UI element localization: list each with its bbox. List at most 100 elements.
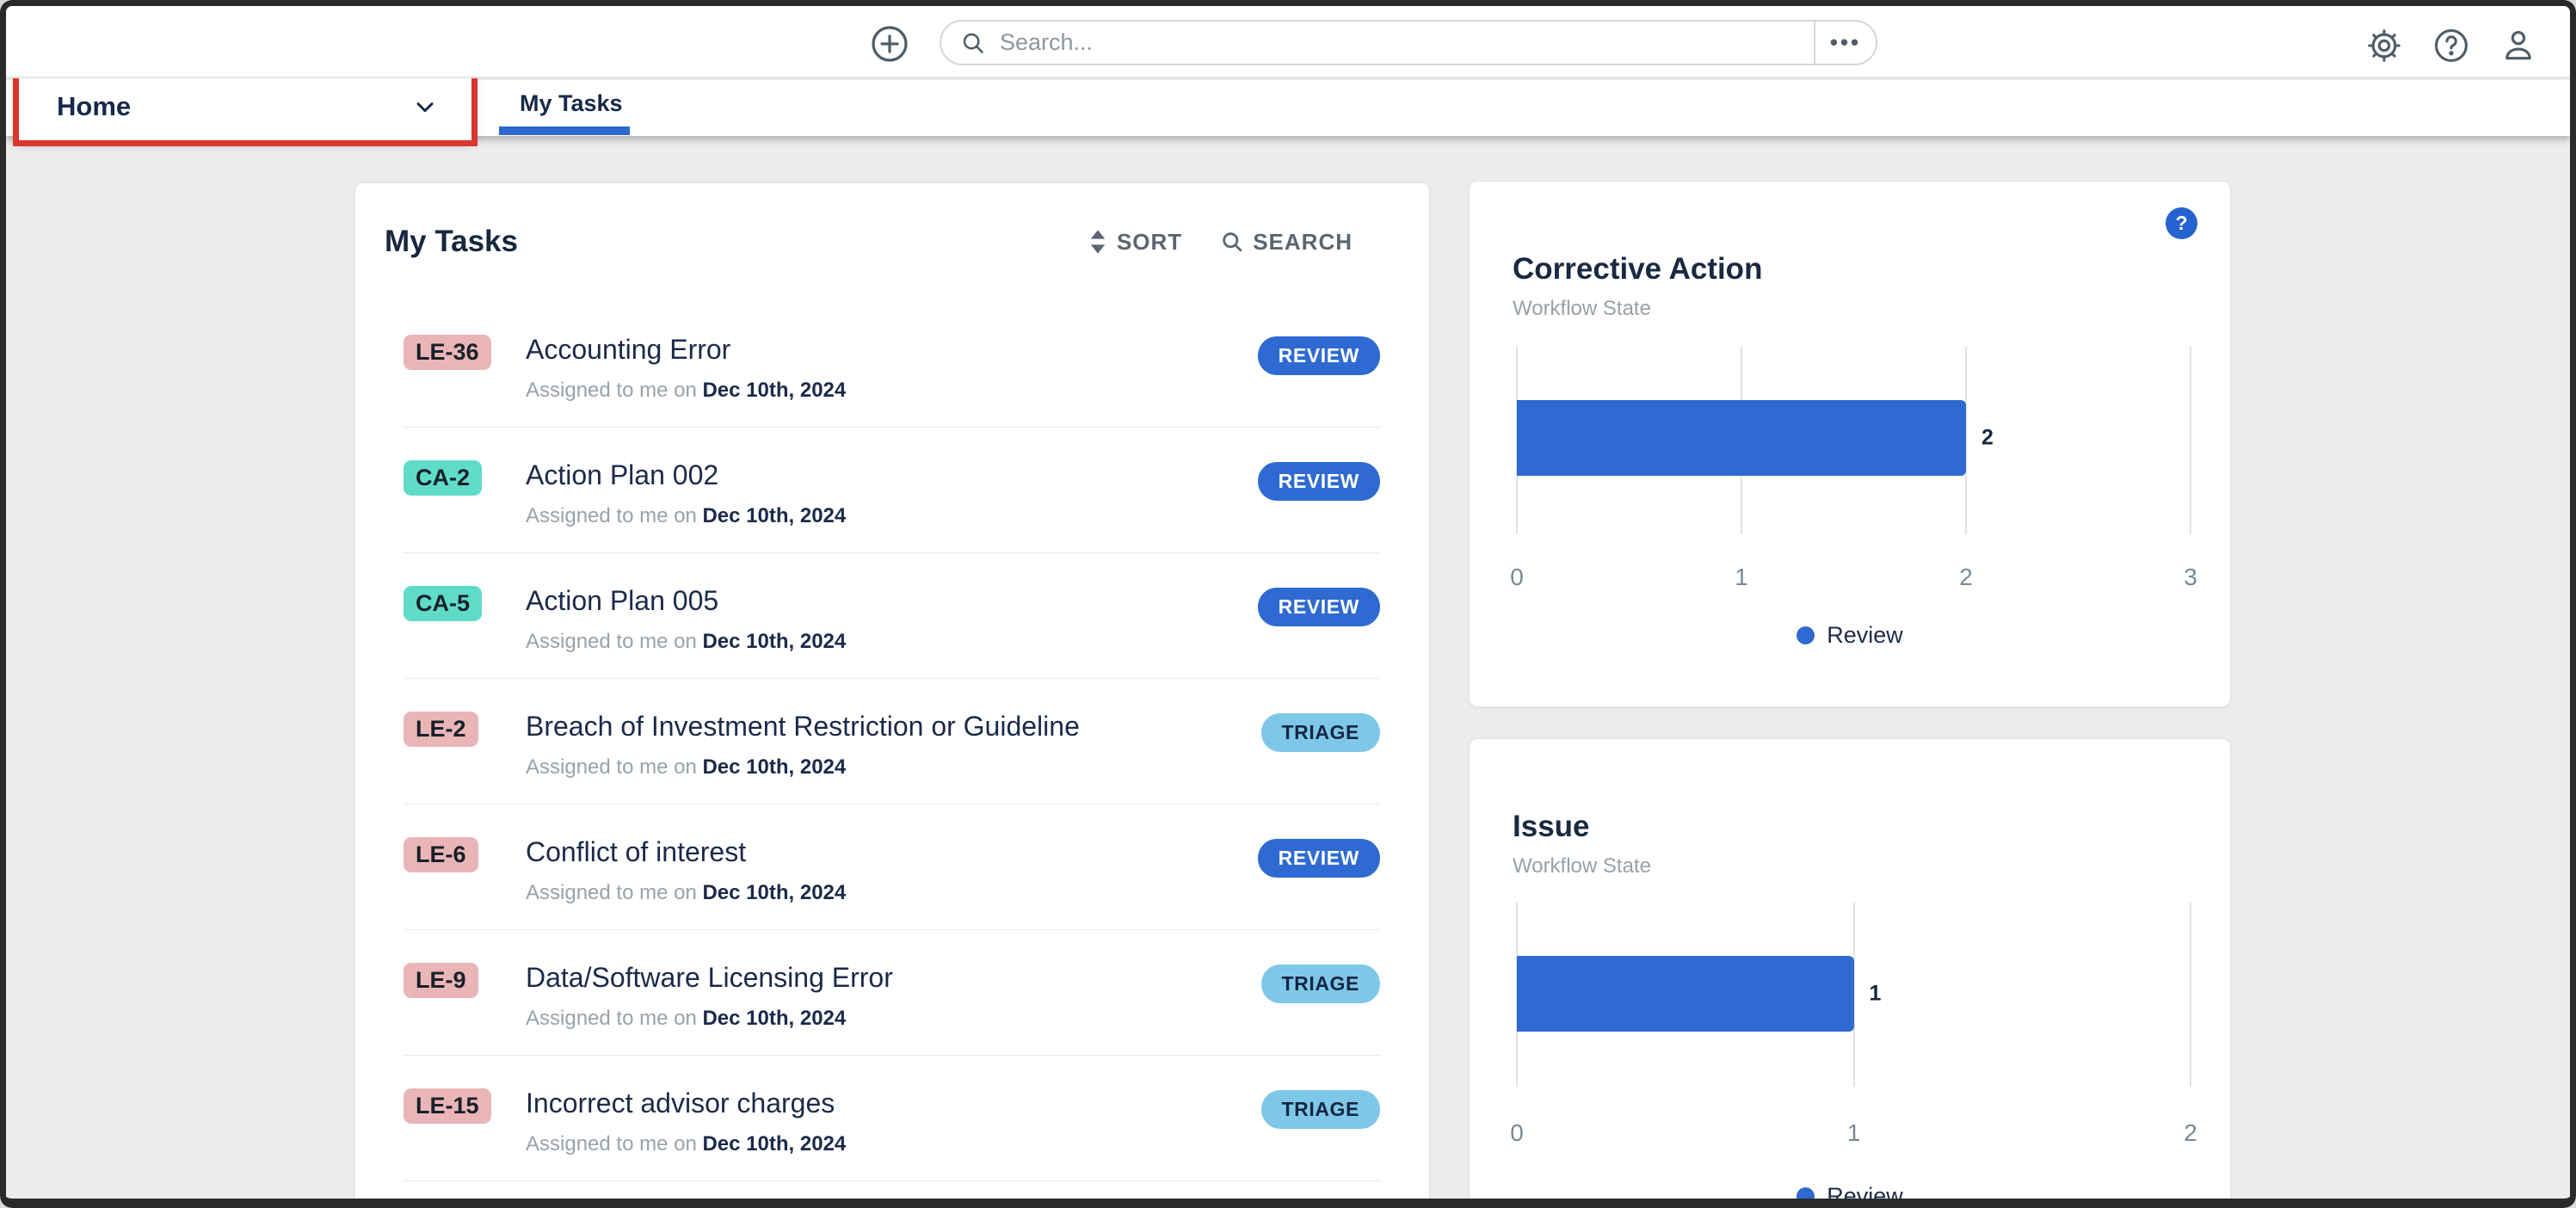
help-circle-icon bbox=[2435, 29, 2468, 62]
task-status-badge: REVIEW bbox=[1257, 588, 1380, 626]
bar-value-label: 1 bbox=[1869, 981, 1882, 1006]
task-status-badge: REVIEW bbox=[1257, 336, 1380, 375]
chart-subtitle: Workflow State bbox=[1513, 854, 1651, 878]
chart-legend: Review bbox=[1470, 622, 2230, 649]
chart-title: Issue bbox=[1513, 810, 1590, 843]
task-assigned-prefix: Assigned to me on bbox=[526, 881, 697, 905]
home-dropdown-label: Home bbox=[57, 91, 132, 121]
task-assigned-date: Dec 10th, 2024 bbox=[702, 1007, 847, 1031]
task-text: Breach of Investment Restriction or Guid… bbox=[526, 711, 1261, 780]
task-text: Action Plan 005 Assigned to me on Dec 10… bbox=[526, 585, 1258, 654]
global-search: ••• bbox=[940, 20, 1877, 65]
task-status-badge: TRIAGE bbox=[1260, 713, 1380, 752]
chevron-down-icon bbox=[416, 102, 434, 113]
x-tick-label: 3 bbox=[2184, 564, 2197, 590]
gridline bbox=[2190, 903, 2191, 1087]
x-axis-ticks: 0 1 2 3 bbox=[1510, 564, 2197, 593]
my-tasks-card: My Tasks SORT SEARCH bbox=[354, 182, 1430, 1208]
task-title: Data/Software Licensing Error bbox=[526, 962, 893, 993]
task-assigned-meta: Assigned to me on Dec 10th, 2024 bbox=[526, 1132, 1261, 1156]
task-row[interactable]: LE-15 Incorrect advisor charges Assigned… bbox=[404, 1056, 1380, 1181]
legend-label[interactable]: Review bbox=[1827, 622, 1903, 648]
task-id-column: LE-36 bbox=[404, 335, 526, 370]
task-title: Incorrect advisor charges bbox=[526, 1088, 835, 1119]
user-menu-button[interactable] bbox=[2499, 27, 2537, 65]
task-id-badge: LE-2 bbox=[404, 712, 478, 747]
search-tasks-button[interactable]: SEARCH bbox=[1220, 229, 1353, 256]
tab-my-tasks[interactable]: My Tasks bbox=[501, 80, 642, 127]
task-id-badge: LE-36 bbox=[404, 335, 491, 370]
task-assigned-prefix: Assigned to me on bbox=[526, 1132, 697, 1156]
task-row[interactable]: LE-6 Conflict of interest Assigned to me… bbox=[404, 804, 1380, 930]
chart-title: Corrective Action bbox=[1513, 252, 1763, 286]
task-id-column: LE-2 bbox=[404, 712, 526, 747]
topbar-right-icons bbox=[2365, 27, 2537, 65]
search-input[interactable] bbox=[998, 28, 1814, 57]
my-tasks-title: My Tasks bbox=[385, 225, 518, 258]
task-id-badge: CA-2 bbox=[404, 460, 483, 496]
task-assigned-date: Dec 10th, 2024 bbox=[702, 1132, 847, 1156]
sort-button[interactable]: SORT bbox=[1088, 229, 1182, 256]
search-options-button[interactable]: ••• bbox=[1815, 22, 1876, 64]
task-row[interactable]: LE-2 Breach of Investment Restriction or… bbox=[404, 679, 1380, 804]
task-id-badge: LE-15 bbox=[404, 1088, 491, 1124]
task-id-column: LE-6 bbox=[404, 837, 526, 872]
task-assigned-meta: Assigned to me on Dec 10th, 2024 bbox=[526, 1007, 1261, 1031]
my-tasks-header: My Tasks SORT SEARCH bbox=[355, 183, 1429, 259]
gridline bbox=[1852, 903, 1855, 1087]
task-assigned-date: Dec 10th, 2024 bbox=[702, 630, 847, 654]
issue-card: Issue Workflow State 1 0 1 2 Review bbox=[1469, 738, 2231, 1208]
plus-circle-icon bbox=[872, 26, 908, 62]
x-tick-label: 0 bbox=[1510, 564, 1524, 590]
chart-subtitle: Workflow State bbox=[1513, 297, 1651, 320]
task-id-column: LE-15 bbox=[404, 1088, 526, 1124]
bar-chart-plot: 1 bbox=[1516, 903, 2191, 1087]
task-assigned-meta: Assigned to me on Dec 10th, 2024 bbox=[526, 881, 1258, 905]
task-row[interactable]: LE-9 Data/Software Licensing Error Assig… bbox=[404, 930, 1380, 1056]
x-tick-label: 2 bbox=[1959, 564, 1973, 590]
gear-icon bbox=[2368, 29, 2400, 62]
help-button[interactable] bbox=[2432, 27, 2470, 65]
gridline bbox=[2190, 347, 2191, 534]
create-button[interactable] bbox=[869, 23, 910, 65]
task-assigned-meta: Assigned to me on Dec 10th, 2024 bbox=[526, 504, 1258, 528]
task-list: LE-36 Accounting Error Assigned to me on… bbox=[404, 302, 1380, 1181]
bar-review[interactable] bbox=[1517, 400, 1966, 476]
top-bar: ••• bbox=[6, 6, 2570, 78]
task-row[interactable]: LE-36 Accounting Error Assigned to me on… bbox=[404, 302, 1380, 428]
task-id-column: CA-2 bbox=[404, 460, 526, 496]
task-status-badge: TRIAGE bbox=[1260, 965, 1380, 1003]
widget-help-icon[interactable]: ? bbox=[2166, 207, 2197, 239]
user-icon bbox=[2505, 31, 2531, 60]
task-title: Breach of Investment Restriction or Guid… bbox=[526, 711, 1080, 742]
task-row[interactable]: CA-2 Action Plan 002 Assigned to me on D… bbox=[404, 428, 1380, 553]
task-text: Accounting Error Assigned to me on Dec 1… bbox=[526, 334, 1258, 403]
ellipsis-icon: ••• bbox=[1829, 29, 1862, 55]
task-assigned-date: Dec 10th, 2024 bbox=[702, 504, 847, 528]
task-assigned-prefix: Assigned to me on bbox=[526, 379, 697, 403]
search-icon bbox=[963, 33, 983, 53]
legend-dot-icon bbox=[1796, 1187, 1815, 1205]
task-assigned-meta: Assigned to me on Dec 10th, 2024 bbox=[526, 630, 1258, 654]
task-title: Accounting Error bbox=[526, 334, 731, 365]
settings-button[interactable] bbox=[2365, 27, 2403, 65]
bar-review[interactable] bbox=[1517, 956, 1854, 1032]
task-text: Incorrect advisor charges Assigned to me… bbox=[526, 1088, 1261, 1156]
task-row[interactable]: CA-5 Action Plan 005 Assigned to me on D… bbox=[404, 553, 1380, 679]
task-assigned-prefix: Assigned to me on bbox=[526, 1007, 697, 1031]
task-text: Conflict of interest Assigned to me on D… bbox=[526, 836, 1258, 905]
search-tasks-label: SEARCH bbox=[1253, 228, 1353, 255]
active-tab-underline bbox=[499, 126, 630, 135]
task-title: Conflict of interest bbox=[526, 836, 747, 867]
chart-legend: Review bbox=[1470, 1183, 2230, 1208]
task-assigned-date: Dec 10th, 2024 bbox=[702, 379, 847, 403]
home-dropdown[interactable]: Home bbox=[19, 73, 471, 140]
tab-bar: Home My Tasks bbox=[6, 67, 2570, 146]
my-tasks-actions: SORT SEARCH bbox=[1088, 229, 1353, 256]
task-assigned-prefix: Assigned to me on bbox=[526, 630, 697, 654]
sort-label: SORT bbox=[1116, 228, 1183, 255]
task-text: Data/Software Licensing Error Assigned t… bbox=[526, 962, 1261, 1031]
legend-label[interactable]: Review bbox=[1827, 1183, 1903, 1208]
task-status-badge: TRIAGE bbox=[1260, 1090, 1380, 1129]
